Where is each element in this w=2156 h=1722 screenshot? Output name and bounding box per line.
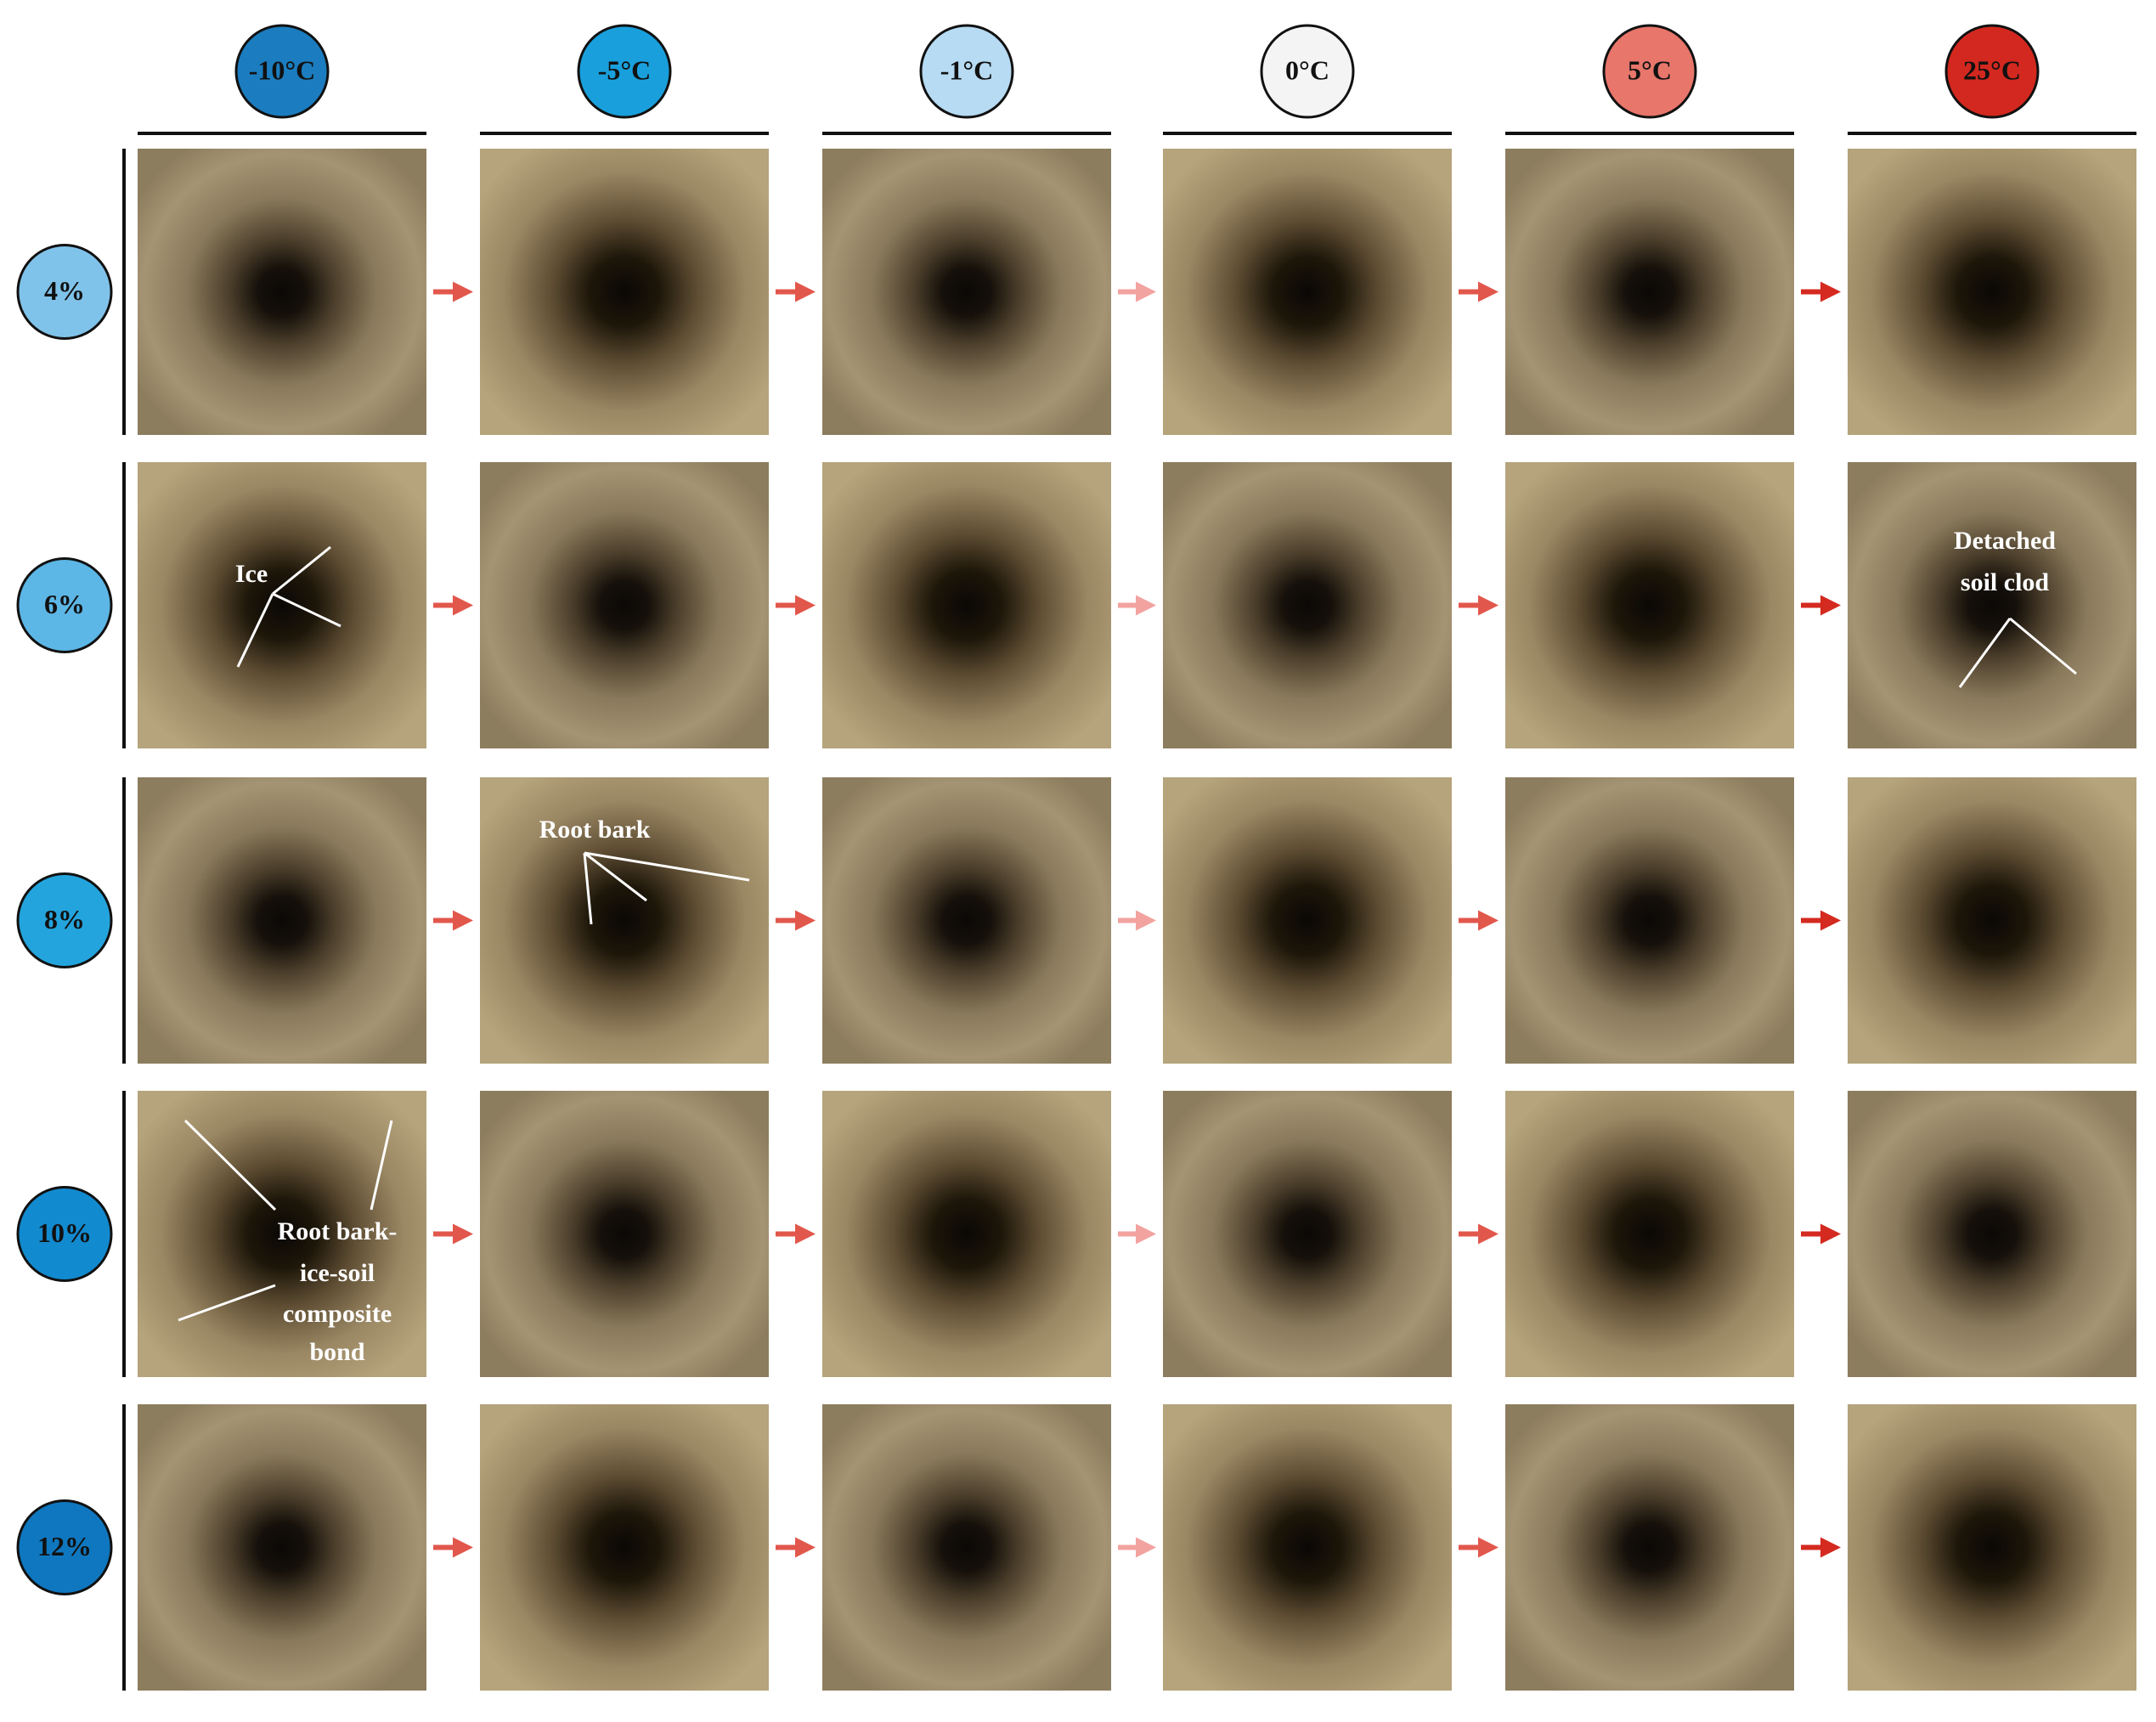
moisture-badge (16, 1186, 113, 1282)
borehole-photo (1848, 1091, 2136, 1377)
column-label: 0°C (1285, 54, 1329, 85)
pointer (272, 592, 341, 628)
borehole-photo (1848, 462, 2136, 748)
annotation: composite (283, 1300, 392, 1328)
row-label: 4% (44, 275, 85, 306)
borehole-photo (1163, 462, 1452, 748)
borehole-photo (138, 149, 426, 435)
borehole-photo (822, 149, 1111, 435)
pointer (583, 852, 593, 925)
borehole-photo (480, 777, 769, 1064)
temperature-badge (919, 24, 1014, 119)
temperature-badge (577, 24, 672, 119)
borehole-photo (1848, 149, 2136, 435)
row-label: 8% (44, 904, 85, 934)
borehole-photo (1848, 777, 2136, 1064)
borehole-photo (1505, 149, 1794, 435)
annotation: bond (309, 1338, 364, 1366)
pointer (584, 851, 750, 882)
borehole-photo (1163, 149, 1452, 435)
borehole-photo (1505, 1091, 1794, 1377)
borehole-photo (1505, 1404, 1794, 1691)
temperature-badge (234, 24, 330, 119)
temperature-badge (1260, 24, 1355, 119)
pointer (272, 545, 331, 596)
borehole-photo (480, 462, 769, 748)
moisture-badge (16, 872, 113, 968)
pointer (236, 593, 274, 668)
borehole-photo (480, 149, 769, 435)
column-label: 5°C (1628, 54, 1672, 85)
borehole-photo (1163, 1091, 1452, 1377)
borehole-photo (138, 777, 426, 1064)
pointer (1958, 618, 2012, 688)
annotation: ice-soil (300, 1259, 375, 1287)
pointer (178, 1284, 276, 1322)
moisture-badge (16, 1499, 113, 1595)
borehole-photo (1505, 777, 1794, 1064)
row-label: 6% (44, 589, 85, 619)
annotation: Root bark (539, 816, 651, 844)
borehole-photo (1505, 462, 1794, 748)
borehole-photo (1163, 777, 1452, 1064)
borehole-photo (822, 1404, 1111, 1691)
annotation: Ice (235, 560, 268, 588)
moisture-badge (16, 244, 113, 340)
borehole-photo (138, 1091, 426, 1377)
pointer (584, 851, 647, 902)
borehole-photo (138, 1404, 426, 1691)
borehole-photo (822, 1091, 1111, 1377)
borehole-photo (1163, 1404, 1452, 1691)
column-label: -1°C (940, 54, 994, 85)
pointer (183, 1119, 277, 1211)
annotation: soil clod (1961, 568, 2049, 596)
annotation: Root bark- (278, 1217, 398, 1245)
temperature-badge (1944, 24, 2040, 119)
borehole-photo (822, 777, 1111, 1064)
column-label: -10°C (249, 54, 316, 85)
pointer (2009, 617, 2077, 675)
annotations: Ice Root bark Root bark- ice-soil compos… (178, 527, 2077, 1366)
borehole-photo (480, 1091, 769, 1377)
temperature-badge (1602, 24, 1697, 119)
borehole-photo (1848, 1404, 2136, 1691)
annotation: Detached (1954, 527, 2056, 555)
pointer (370, 1120, 393, 1211)
borehole-photo (138, 462, 426, 748)
column-label: 25°C (1963, 54, 2021, 85)
row-label: 10% (37, 1217, 92, 1248)
borehole-photo (480, 1404, 769, 1691)
borehole-photo (822, 462, 1111, 748)
moisture-badge (16, 557, 113, 653)
column-label: -5°C (598, 54, 652, 85)
row-label: 12% (37, 1531, 92, 1561)
